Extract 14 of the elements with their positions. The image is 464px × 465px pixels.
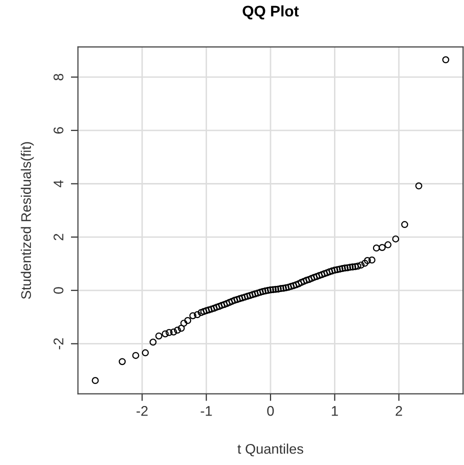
y-tick-label: 0 bbox=[54, 287, 64, 294]
y-tick-label: 6 bbox=[54, 127, 64, 134]
x-axis-title: t Quantiles bbox=[238, 444, 304, 456]
y-tick-label: 4 bbox=[54, 180, 64, 188]
x-tick-label: -2 bbox=[136, 406, 148, 416]
y-tick-label: 8 bbox=[54, 74, 64, 80]
x-tick-label: 2 bbox=[396, 406, 402, 416]
chart-title: QQ Plot bbox=[242, 5, 299, 20]
x-tick-label: 0 bbox=[267, 406, 274, 416]
y-axis-title: Studentized Residuals(fit) bbox=[20, 142, 34, 299]
x-tick-label: -1 bbox=[200, 406, 212, 416]
x-tick-label: 1 bbox=[332, 406, 338, 416]
y-tick-label: -2 bbox=[54, 338, 64, 350]
y-tick-label: 2 bbox=[54, 234, 64, 240]
